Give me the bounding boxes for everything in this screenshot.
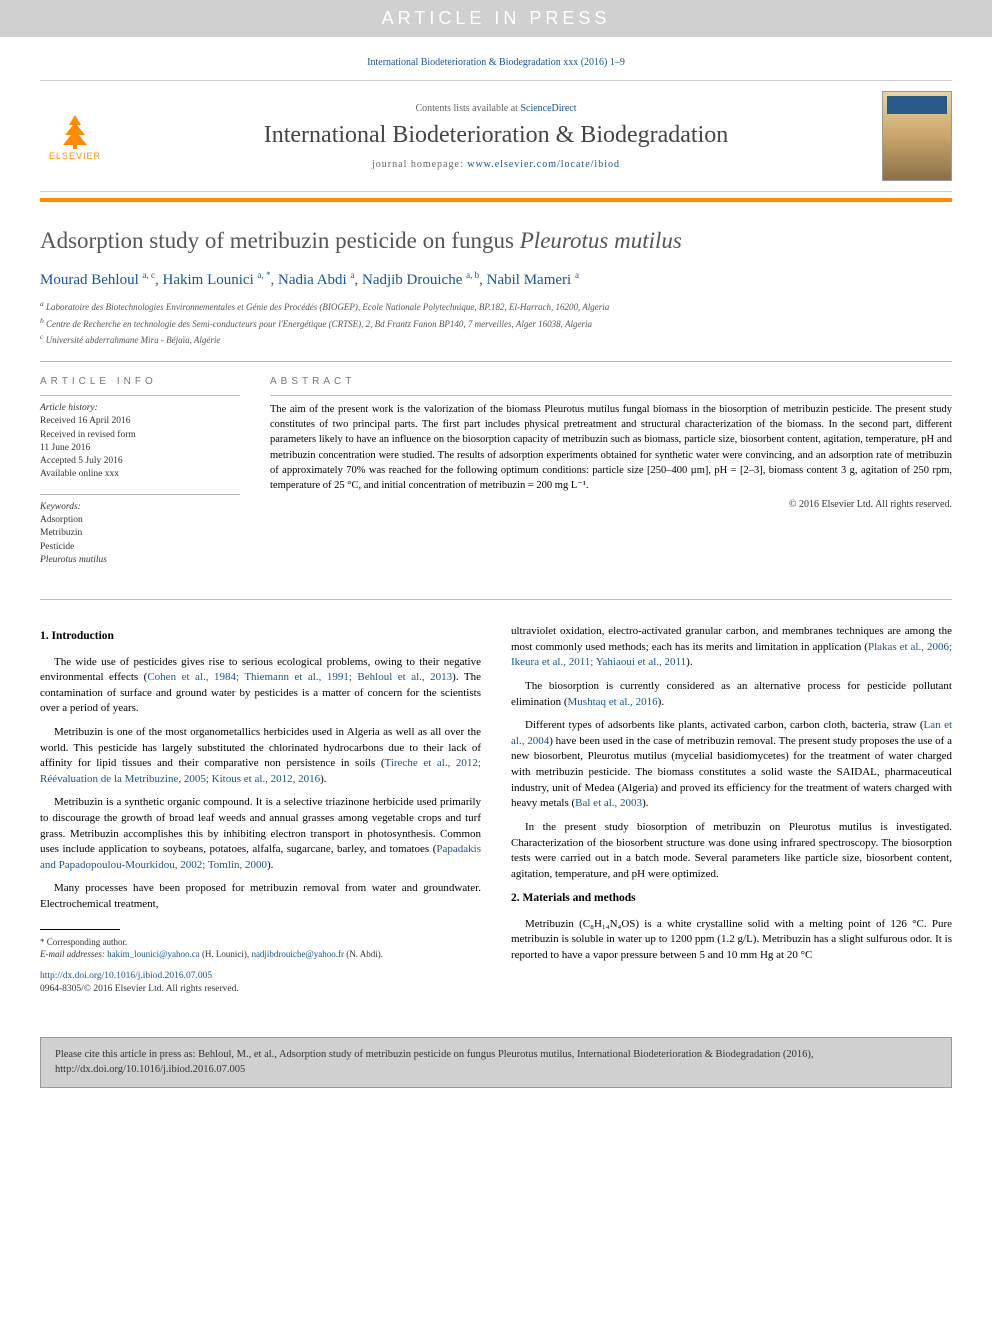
- mm-paragraph-1: Metribuzin (C₈H₁₄N₄OS) is a white crysta…: [511, 917, 952, 964]
- author-link[interactable]: Nadia Abdi: [278, 272, 347, 288]
- col2-paragraph-2: The biosorption is currently considered …: [511, 679, 952, 710]
- abstract-column: ABSTRACT The aim of the present work is …: [270, 376, 952, 579]
- keyword-item: Adsorption: [40, 514, 240, 527]
- author-affiliation-sup: a: [350, 270, 354, 280]
- author-link[interactable]: Mourad Behloul: [40, 272, 139, 288]
- author-affiliation-sup: a, c: [143, 270, 156, 280]
- history-line: Available online xxx: [40, 468, 240, 481]
- col2-paragraph-1: ultraviolet oxidation, electro-activated…: [511, 624, 952, 671]
- article-history: Article history: Received 16 April 2016R…: [40, 402, 240, 482]
- separator-rule-2: [40, 599, 952, 600]
- reference-link[interactable]: Cohen et al., 1984; Thiemann et al., 199…: [147, 671, 452, 683]
- author-link[interactable]: Nadjib Drouiche: [362, 272, 462, 288]
- c2p3c: ).: [642, 797, 648, 809]
- author-affiliation-sup: a, b: [466, 270, 479, 280]
- page-content: International Biodeterioration & Biodegr…: [0, 37, 992, 1017]
- copyright-line: © 2016 Elsevier Ltd. All rights reserved…: [270, 499, 952, 510]
- title-main-text: Adsorption study of metribuzin pesticide…: [40, 228, 520, 253]
- article-info-column: ARTICLE INFO Article history: Received 1…: [40, 376, 240, 579]
- issn-line: 0964-8305/© 2016 Elsevier Ltd. All right…: [40, 984, 239, 994]
- right-column: ultraviolet oxidation, electro-activated…: [511, 624, 952, 997]
- journal-title: International Biodeterioration & Biodegr…: [110, 122, 882, 149]
- col2-paragraph-3: Different types of adsorbents like plant…: [511, 718, 952, 812]
- article-title: Adsorption study of metribuzin pesticide…: [40, 226, 952, 256]
- sciencedirect-link[interactable]: ScienceDirect: [520, 103, 576, 114]
- email-label: E-mail addresses:: [40, 949, 107, 959]
- intro-paragraph-4: Many processes have been proposed for me…: [40, 881, 481, 912]
- p2b: ).: [320, 773, 326, 785]
- history-label: Article history:: [40, 402, 240, 415]
- elsevier-label: ELSEVIER: [49, 151, 101, 161]
- author-link[interactable]: Nabil Mameri: [487, 272, 572, 288]
- contents-available: Contents lists available at ScienceDirec…: [110, 103, 882, 114]
- doi-block: http://dx.doi.org/10.1016/j.ibiod.2016.0…: [40, 970, 481, 997]
- affiliation-line: b Centre de Recherche en technologie des…: [40, 316, 952, 331]
- abstract-text: The aim of the present work is the valor…: [270, 402, 952, 493]
- history-line: Received in revised form: [40, 429, 240, 442]
- reference-link[interactable]: Bal et al., 2003: [575, 797, 642, 809]
- article-info-heading: ARTICLE INFO: [40, 376, 240, 387]
- introduction-heading: 1. Introduction: [40, 628, 481, 644]
- c2p1b: ).: [686, 656, 692, 668]
- contents-text: Contents lists available at: [415, 103, 520, 114]
- body-two-column: 1. Introduction The wide use of pesticid…: [40, 624, 952, 997]
- elsevier-logo-block: ELSEVIER: [40, 111, 110, 161]
- info-rule: [40, 395, 240, 396]
- reference-link[interactable]: Mushtaq et al., 2016: [568, 696, 658, 708]
- email1-name: (H. Lounici),: [200, 949, 252, 959]
- homepage-link[interactable]: www.elsevier.com/locate/ibiod: [467, 159, 620, 170]
- keyword-item: Pesticide: [40, 541, 240, 554]
- keywords-label: Keywords:: [40, 501, 240, 514]
- email-link-1[interactable]: hakim_lounici@yahoo.ca: [107, 949, 200, 959]
- author-affiliation-sup: a, *: [257, 270, 270, 280]
- separator-rule: [40, 361, 952, 362]
- materials-methods-heading: 2. Materials and methods: [511, 890, 952, 906]
- intro-paragraph-3: Metribuzin is a synthetic organic compou…: [40, 795, 481, 873]
- affiliation-line: c Université abderrahmane Mira - Béjaïa,…: [40, 332, 952, 347]
- c2p3a: Different types of adsorbents like plant…: [525, 719, 924, 731]
- info-rule-2: [40, 494, 240, 495]
- journal-homepage: journal homepage: www.elsevier.com/locat…: [110, 159, 882, 170]
- keyword-item: Pleurotus mutilus: [40, 554, 240, 567]
- intro-paragraph-2: Metribuzin is one of the most organometa…: [40, 725, 481, 787]
- col2-paragraph-4: In the present study biosorption of metr…: [511, 820, 952, 882]
- email-line: E-mail addresses: hakim_lounici@yahoo.ca…: [40, 948, 481, 960]
- email-link-2[interactable]: nadjibdrouiche@yahoo.fr: [251, 949, 344, 959]
- author-affiliation-sup: a: [575, 270, 579, 280]
- left-column: 1. Introduction The wide use of pesticid…: [40, 624, 481, 997]
- p3b: ).: [267, 859, 273, 871]
- article-in-press-banner: ARTICLE IN PRESS: [0, 0, 992, 37]
- affiliation-list: a Laboratoire des Biotechnologies Enviro…: [40, 299, 952, 347]
- title-species-italic: Pleurotus mutilus: [520, 228, 682, 253]
- author-link[interactable]: Hakim Lounici: [163, 272, 254, 288]
- history-line: Received 16 April 2016: [40, 415, 240, 428]
- doi-link[interactable]: http://dx.doi.org/10.1016/j.ibiod.2016.0…: [40, 971, 212, 981]
- keywords-block: Keywords: AdsorptionMetribuzinPesticideP…: [40, 501, 240, 567]
- abs-rule: [270, 395, 952, 396]
- journal-header-bar: ELSEVIER Contents lists available at Sci…: [40, 80, 952, 192]
- c2p2b: ).: [658, 696, 664, 708]
- history-line: Accepted 5 July 2016: [40, 455, 240, 468]
- affiliation-line: a Laboratoire des Biotechnologies Enviro…: [40, 299, 952, 314]
- elsevier-tree-icon: [55, 111, 95, 151]
- homepage-label: journal homepage:: [372, 159, 467, 170]
- journal-cover-thumbnail: [882, 91, 952, 181]
- orange-rule: [40, 198, 952, 202]
- history-line: 11 June 2016: [40, 442, 240, 455]
- author-list: Mourad Behloul a, c, Hakim Lounici a, *,…: [40, 270, 952, 289]
- header-center: Contents lists available at ScienceDirec…: [110, 103, 882, 170]
- keyword-item: Metribuzin: [40, 527, 240, 540]
- intro-paragraph-1: The wide use of pesticides gives rise to…: [40, 655, 481, 717]
- info-abstract-row: ARTICLE INFO Article history: Received 1…: [40, 376, 952, 579]
- citation-header: International Biodeterioration & Biodegr…: [40, 57, 952, 68]
- footnote-separator: [40, 929, 120, 930]
- email2-name: (N. Abdi).: [344, 949, 383, 959]
- abstract-heading: ABSTRACT: [270, 376, 952, 387]
- corr-author-line: * Corresponding author.: [40, 936, 481, 948]
- citation-box: Please cite this article in press as: Be…: [40, 1037, 952, 1088]
- corresponding-author-footnote: * Corresponding author. E-mail addresses…: [40, 936, 481, 960]
- p3a: Metribuzin is a synthetic organic compou…: [40, 796, 481, 855]
